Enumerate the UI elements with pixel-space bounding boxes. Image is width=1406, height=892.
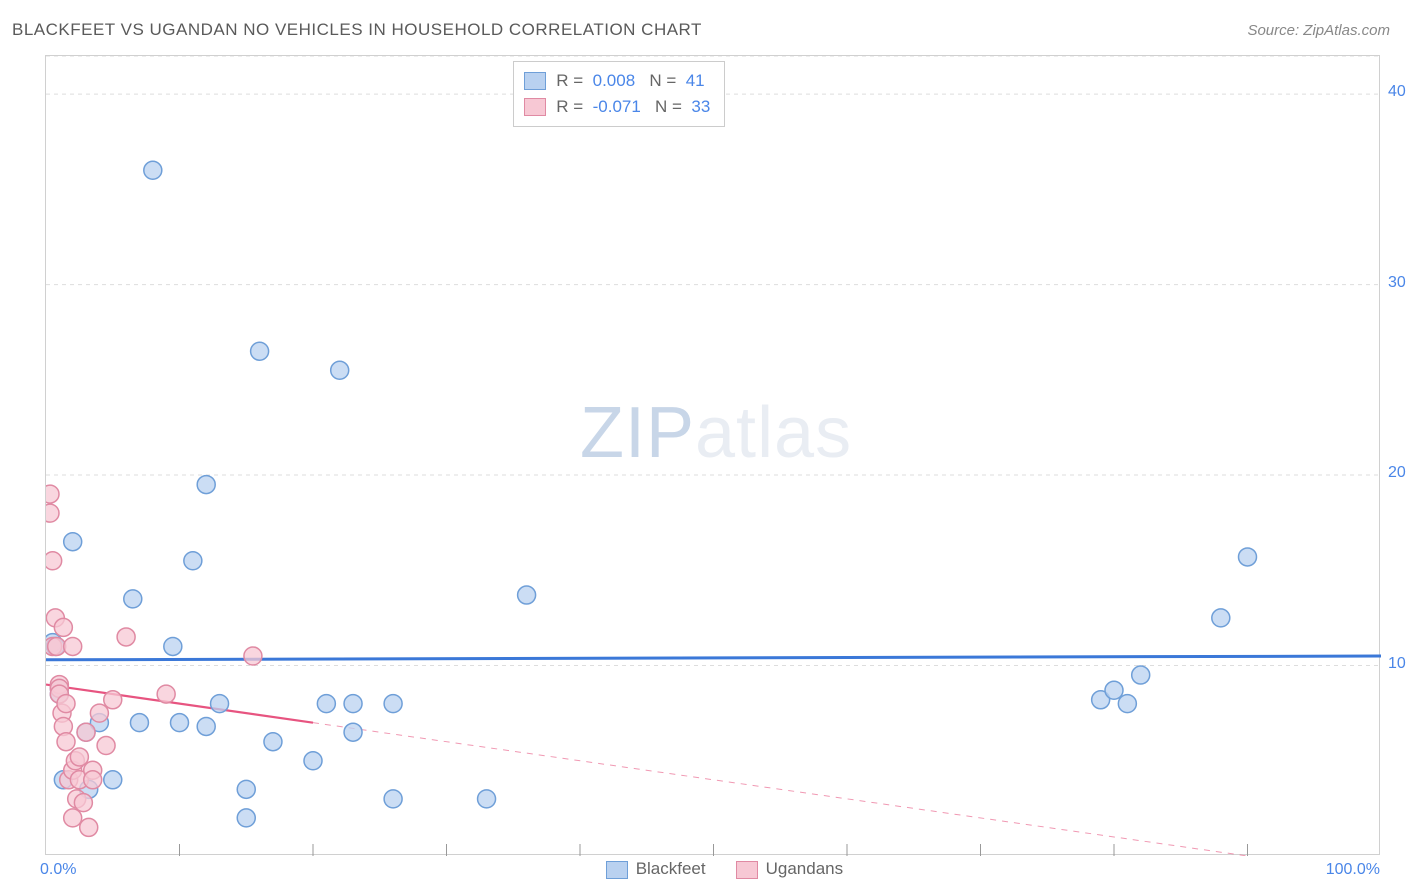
series-legend: Blackfeet Ugandans <box>606 859 843 879</box>
legend-swatch <box>736 861 758 879</box>
legend-swatch <box>606 861 628 879</box>
legend-row: R = -0.071 N = 33 <box>524 94 710 120</box>
legend-item: Ugandans <box>736 859 844 879</box>
y-tick-label: 40.0% <box>1388 83 1406 101</box>
correlation-legend: R = 0.008 N = 41 R = -0.071 N = 33 <box>513 61 725 127</box>
chart-container: BLACKFEET VS UGANDAN NO VEHICLES IN HOUS… <box>0 0 1406 892</box>
y-tick-label: 10.0% <box>1388 655 1406 673</box>
legend-label: Blackfeet <box>636 859 706 878</box>
legend-swatch <box>524 72 546 90</box>
y-tick-label: 20.0% <box>1388 464 1406 482</box>
legend-stats: R = 0.008 N = 41 <box>556 68 704 94</box>
legend-swatch <box>524 98 546 116</box>
legend-label: Ugandans <box>766 859 844 878</box>
x-tick-label: 100.0% <box>1326 861 1380 879</box>
legend-stats: R = -0.071 N = 33 <box>556 94 710 120</box>
plot-svg <box>46 56 1381 856</box>
plot-area: ZIPatlas R = 0.008 N = 41 R = -0.071 N =… <box>45 55 1380 855</box>
x-tick-label: 0.0% <box>40 861 76 879</box>
legend-row: R = 0.008 N = 41 <box>524 68 710 94</box>
legend-item: Blackfeet <box>606 859 706 879</box>
chart-title: BLACKFEET VS UGANDAN NO VEHICLES IN HOUS… <box>12 20 702 40</box>
y-tick-label: 30.0% <box>1388 274 1406 292</box>
source-label: Source: ZipAtlas.com <box>1247 22 1390 39</box>
